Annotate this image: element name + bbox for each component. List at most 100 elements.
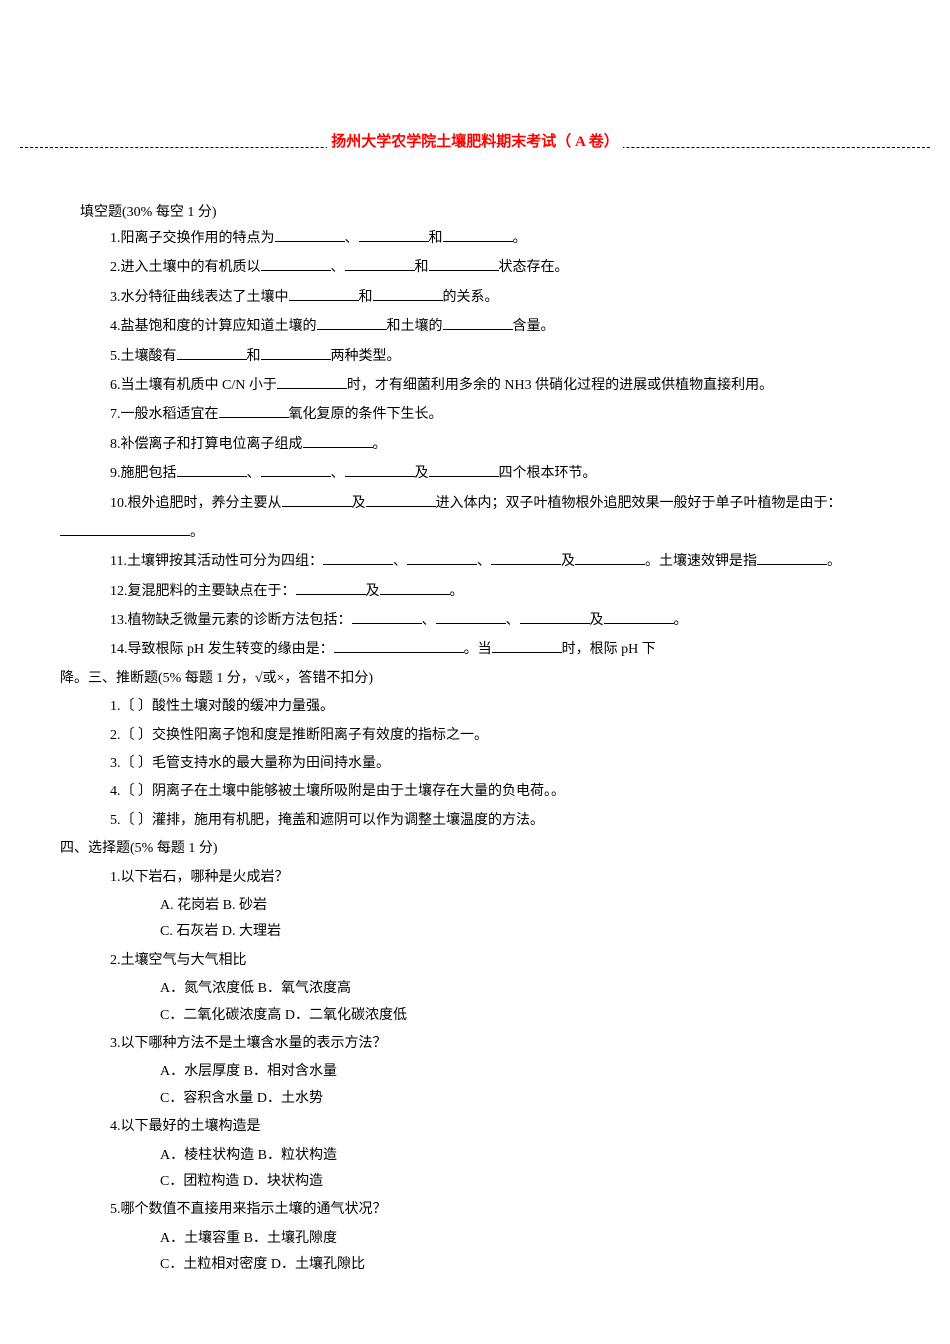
s4-q3-ab: A．水层厚度 B．相对含水量 bbox=[160, 1061, 890, 1083]
s2-q10-d: 。 bbox=[190, 525, 204, 540]
s2-q13-d: 及 bbox=[590, 613, 604, 628]
s2-q14-a: 14.导致根际 pH 发生转变的缘由是： bbox=[110, 642, 334, 657]
s2-q9: 9.施肥包括、、及四个根本环节。 bbox=[110, 462, 890, 485]
s2-q5: 5.土壤酸有和两种类型。 bbox=[110, 345, 890, 368]
s2-q11-d: 及 bbox=[561, 554, 575, 569]
s2-q13-b: 、 bbox=[422, 613, 436, 628]
s2-q7-b: 氧化复原的条件下生长。 bbox=[289, 407, 443, 422]
blank bbox=[219, 403, 289, 418]
s2-q11-f: 。 bbox=[827, 554, 841, 569]
blank bbox=[289, 286, 359, 301]
s2-q6-b: 时，才有细菌利用多余的 NH3 供硝化过程的进展或供植物直接利用。 bbox=[347, 378, 773, 393]
blank bbox=[282, 492, 352, 507]
title-row: 扬州大学农学院土壤肥料期末考试（ A 卷） bbox=[60, 130, 890, 151]
exam-title: 扬州大学农学院土壤肥料期末考试（ A 卷） bbox=[327, 130, 623, 151]
s4-q1-cd: C. 石灰岩 D. 大理岩 bbox=[160, 921, 890, 943]
s2-q13-e: 。 bbox=[674, 613, 688, 628]
blank bbox=[757, 550, 827, 565]
s2-q4-a: 4.盐基饱和度的计算应知道土壤的 bbox=[110, 319, 317, 334]
s2-q11-c: 、 bbox=[477, 554, 491, 569]
blank bbox=[429, 462, 499, 477]
s2-q2: 2.进入土壤中的有机质以 、 和 状态存在。 bbox=[110, 256, 890, 279]
blank bbox=[491, 550, 561, 565]
blank bbox=[407, 550, 477, 565]
blank bbox=[366, 492, 436, 507]
s2-q1: 1.阳离子交换作用的特点为、和。 bbox=[110, 227, 890, 250]
s2-q2-c: 和 bbox=[415, 260, 429, 275]
s2-q1-d: 。 bbox=[513, 231, 527, 246]
blank bbox=[261, 462, 331, 477]
blank bbox=[436, 609, 506, 624]
s2-q12-a: 12.复混肥料的主要缺点在于： bbox=[110, 584, 296, 599]
s4-q4-cd: C．团粒构造 D．块状构造 bbox=[160, 1171, 890, 1193]
blank bbox=[345, 462, 415, 477]
s2-q3-c: 的关系。 bbox=[443, 290, 499, 305]
section3-header: 降。三、推断题(5% 每题 1 分，√或×，答错不扣分) bbox=[60, 668, 890, 690]
s2-q9-d: 及 bbox=[415, 466, 429, 481]
s2-q10-c: 进入体内；双子叶植物根外追肥效果一般好于单子叶植物是由于： bbox=[436, 496, 842, 511]
s2-q14: 14.导致根际 pH 发生转变的缘由是： 。当 时，根际 pH 下 bbox=[110, 638, 890, 661]
blank bbox=[177, 345, 247, 360]
s4-q5-ab: A．土壤容重 B．土壤孔隙度 bbox=[160, 1228, 890, 1250]
s2-q2-b: 、 bbox=[331, 260, 345, 275]
blank bbox=[60, 521, 190, 536]
blank bbox=[429, 256, 499, 271]
section4-header: 四、选择题(5% 每题 1 分) bbox=[60, 838, 890, 860]
s4-q4-ab: A．棱柱状构造 B．粒状构造 bbox=[160, 1145, 890, 1167]
s2-q7-a: 7.一般水稻适宜在 bbox=[110, 407, 219, 422]
s2-q14-c: 时，根际 pH 下 bbox=[562, 642, 656, 657]
s4-q1-ab: A. 花岗岩 B. 砂岩 bbox=[160, 895, 890, 917]
s2-q14-b: 。当 bbox=[464, 642, 492, 657]
s4-q2: 2.土壤空气与大气相比 bbox=[110, 950, 890, 972]
s3-q2: 2.〔 〕交换性阳离子饱和度是推断阳离子有效度的指标之一。 bbox=[110, 725, 890, 747]
s2-q3-b: 和 bbox=[359, 290, 373, 305]
s2-q4-c: 含量。 bbox=[513, 319, 555, 334]
s2-q3-a: 3.水分特征曲线表达了土壤中 bbox=[110, 290, 289, 305]
section2-header: 填空题(30% 每空 1 分) bbox=[80, 201, 890, 221]
s4-q1: 1.以下岩石，哪种是火成岩？ bbox=[110, 867, 890, 889]
blank bbox=[359, 227, 429, 242]
s3-q4: 4.〔 〕阴离子在土壤中能够被土壤所吸附是由于土壤存在大量的负电荷。。 bbox=[110, 781, 890, 803]
blank bbox=[323, 550, 393, 565]
blank bbox=[352, 609, 422, 624]
s2-q9-b: 、 bbox=[247, 466, 261, 481]
blank bbox=[275, 227, 345, 242]
blank bbox=[373, 286, 443, 301]
s2-q4-b: 和土壤的 bbox=[387, 319, 443, 334]
s2-q4: 4.盐基饱和度的计算应知道土壤的 和土壤的 含量。 bbox=[110, 315, 890, 338]
blank bbox=[380, 580, 450, 595]
blank bbox=[296, 580, 366, 595]
s2-q8-a: 8.补偿离子和打算电位离子组成 bbox=[110, 437, 303, 452]
blank bbox=[345, 256, 415, 271]
s2-q1-a: 1.阳离子交换作用的特点为 bbox=[110, 231, 275, 246]
blank bbox=[261, 256, 331, 271]
blank bbox=[492, 638, 562, 653]
s2-q11-e: 。土壤速效钾是指 bbox=[645, 554, 757, 569]
page-root: 扬州大学农学院土壤肥料期末考试（ A 卷） 填空题(30% 每空 1 分) 1.… bbox=[0, 0, 950, 1340]
blank bbox=[303, 433, 373, 448]
blank bbox=[261, 345, 331, 360]
s2-q8-b: 。 bbox=[373, 437, 387, 452]
blank bbox=[334, 638, 464, 653]
s3-q5: 5.〔 〕灌排，施用有机肥，掩盖和遮阴可以作为调整土壤温度的方法。 bbox=[110, 810, 890, 832]
s2-q6: 6.当土壤有机质中 C/N 小于时，才有细菌利用多余的 NH3 供硝化过程的进展… bbox=[110, 374, 890, 397]
s2-q9-a: 9.施肥包括 bbox=[110, 466, 177, 481]
s2-q9-e: 四个根本环节。 bbox=[499, 466, 597, 481]
s2-q2-d: 状态存在。 bbox=[499, 260, 569, 275]
s2-q11-b: 、 bbox=[393, 554, 407, 569]
s2-q5-b: 和 bbox=[247, 349, 261, 364]
s2-q13-c: 、 bbox=[506, 613, 520, 628]
blank bbox=[317, 315, 387, 330]
s2-q10-b: 及 bbox=[352, 496, 366, 511]
s2-q11: 11.土壤钾按其活动性可分为四组：、、及。土壤速效钾是指。 bbox=[110, 550, 890, 573]
s3-q3: 3.〔 〕毛管支持水的最大量称为田间持水量。 bbox=[110, 753, 890, 775]
s2-q2-a: 2.进入土壤中的有机质以 bbox=[110, 260, 261, 275]
blank bbox=[575, 550, 645, 565]
s2-q10-cont: 。 bbox=[60, 521, 890, 544]
s3-q1: 1.〔 〕酸性土壤对酸的缓冲力量强。 bbox=[110, 696, 890, 718]
s4-q4: 4.以下最好的土壤构造是 bbox=[110, 1116, 890, 1138]
blank bbox=[443, 315, 513, 330]
s2-q10-a: 10.根外追肥时，养分主要从 bbox=[110, 496, 282, 511]
s4-q2-cd: C．二氧化碳浓度高 D．二氧化碳浓度低 bbox=[160, 1005, 890, 1027]
s2-q7: 7.一般水稻适宜在 氧化复原的条件下生长。 bbox=[110, 403, 890, 426]
